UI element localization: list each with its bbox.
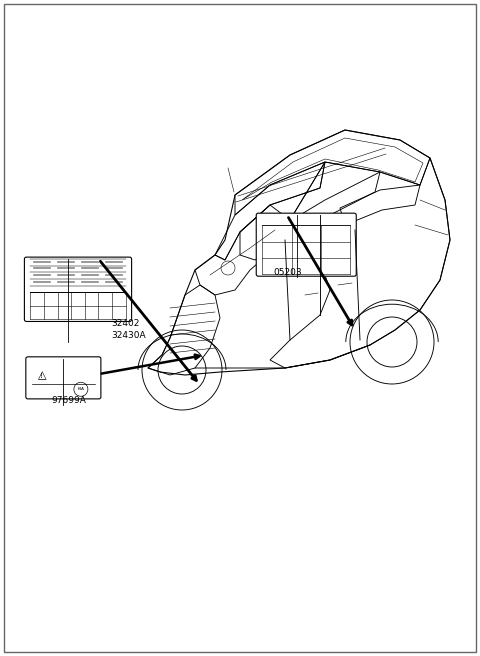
Text: △: △: [37, 370, 46, 380]
Text: 32402: 32402: [111, 319, 140, 328]
Text: 32430A: 32430A: [111, 331, 146, 340]
Text: !: !: [40, 373, 43, 379]
Text: KIA: KIA: [77, 387, 84, 391]
Text: 97699A: 97699A: [52, 396, 87, 405]
FancyBboxPatch shape: [256, 213, 356, 276]
FancyBboxPatch shape: [24, 257, 132, 321]
Text: 05203: 05203: [274, 268, 302, 277]
FancyBboxPatch shape: [26, 357, 101, 399]
